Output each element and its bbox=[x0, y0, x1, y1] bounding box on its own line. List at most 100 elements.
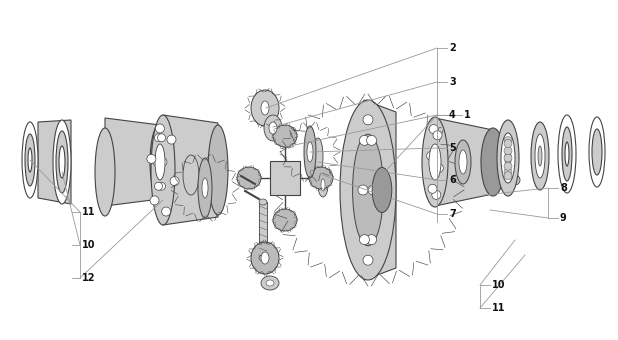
Ellipse shape bbox=[592, 129, 602, 175]
Circle shape bbox=[426, 151, 436, 160]
Ellipse shape bbox=[269, 122, 277, 134]
Ellipse shape bbox=[340, 100, 396, 280]
Ellipse shape bbox=[459, 150, 467, 174]
Text: 6: 6 bbox=[449, 175, 455, 185]
Ellipse shape bbox=[455, 140, 471, 184]
Ellipse shape bbox=[313, 138, 323, 174]
Ellipse shape bbox=[259, 255, 267, 261]
Circle shape bbox=[368, 185, 378, 195]
Polygon shape bbox=[38, 120, 71, 204]
Ellipse shape bbox=[198, 158, 212, 218]
Ellipse shape bbox=[505, 146, 511, 170]
Circle shape bbox=[360, 235, 370, 245]
Circle shape bbox=[154, 134, 163, 142]
Circle shape bbox=[432, 190, 441, 199]
Circle shape bbox=[504, 168, 512, 176]
Circle shape bbox=[158, 134, 166, 142]
Ellipse shape bbox=[353, 134, 383, 246]
Ellipse shape bbox=[429, 144, 441, 180]
Ellipse shape bbox=[531, 122, 549, 190]
Ellipse shape bbox=[95, 128, 115, 216]
Ellipse shape bbox=[151, 115, 175, 225]
Circle shape bbox=[159, 158, 167, 166]
Text: 4: 4 bbox=[449, 110, 455, 120]
Ellipse shape bbox=[56, 131, 68, 193]
Ellipse shape bbox=[565, 142, 569, 166]
Ellipse shape bbox=[22, 122, 38, 198]
Ellipse shape bbox=[237, 167, 261, 189]
Circle shape bbox=[363, 255, 373, 265]
Ellipse shape bbox=[155, 144, 165, 180]
Circle shape bbox=[510, 175, 520, 185]
Circle shape bbox=[504, 139, 512, 148]
Circle shape bbox=[150, 196, 159, 205]
Polygon shape bbox=[364, 100, 396, 280]
Ellipse shape bbox=[59, 146, 65, 178]
Ellipse shape bbox=[558, 115, 576, 193]
Ellipse shape bbox=[208, 125, 228, 215]
Ellipse shape bbox=[261, 252, 269, 264]
Text: 2: 2 bbox=[449, 43, 455, 53]
Circle shape bbox=[167, 135, 176, 144]
Ellipse shape bbox=[261, 276, 279, 290]
Circle shape bbox=[363, 115, 373, 125]
Circle shape bbox=[358, 185, 368, 195]
Ellipse shape bbox=[307, 142, 313, 162]
Ellipse shape bbox=[422, 117, 448, 207]
Circle shape bbox=[161, 207, 171, 216]
Ellipse shape bbox=[53, 120, 71, 204]
Polygon shape bbox=[105, 118, 160, 206]
Polygon shape bbox=[259, 202, 267, 258]
Ellipse shape bbox=[318, 173, 328, 197]
Text: 8: 8 bbox=[560, 183, 567, 193]
Text: 11: 11 bbox=[82, 207, 96, 217]
Ellipse shape bbox=[266, 280, 274, 286]
Circle shape bbox=[504, 162, 512, 170]
Text: 5: 5 bbox=[449, 143, 455, 153]
Ellipse shape bbox=[273, 209, 297, 231]
Ellipse shape bbox=[261, 101, 269, 115]
Circle shape bbox=[154, 182, 163, 190]
Text: 3: 3 bbox=[449, 77, 455, 87]
Text: 10: 10 bbox=[82, 240, 96, 250]
Circle shape bbox=[155, 124, 164, 133]
Text: 9: 9 bbox=[560, 213, 567, 223]
Circle shape bbox=[153, 158, 161, 166]
Ellipse shape bbox=[309, 167, 333, 189]
Circle shape bbox=[429, 125, 438, 134]
Circle shape bbox=[504, 172, 512, 180]
Ellipse shape bbox=[251, 242, 279, 274]
Circle shape bbox=[434, 164, 443, 173]
Circle shape bbox=[504, 154, 512, 162]
Circle shape bbox=[504, 137, 512, 144]
Ellipse shape bbox=[538, 146, 542, 166]
Ellipse shape bbox=[25, 134, 35, 186]
Ellipse shape bbox=[589, 117, 605, 187]
Ellipse shape bbox=[183, 155, 199, 195]
Ellipse shape bbox=[497, 120, 519, 196]
Ellipse shape bbox=[562, 127, 572, 181]
Ellipse shape bbox=[304, 126, 316, 178]
FancyBboxPatch shape bbox=[270, 161, 300, 195]
Circle shape bbox=[366, 135, 376, 146]
Circle shape bbox=[504, 147, 512, 155]
Ellipse shape bbox=[251, 90, 279, 126]
Ellipse shape bbox=[372, 168, 392, 212]
Ellipse shape bbox=[202, 178, 208, 198]
Ellipse shape bbox=[501, 133, 515, 183]
Polygon shape bbox=[163, 115, 218, 225]
Circle shape bbox=[366, 235, 376, 245]
Circle shape bbox=[360, 135, 370, 146]
Ellipse shape bbox=[481, 128, 505, 196]
Circle shape bbox=[433, 131, 442, 140]
Polygon shape bbox=[435, 118, 493, 206]
Circle shape bbox=[428, 184, 437, 193]
Text: 1: 1 bbox=[464, 110, 471, 120]
Circle shape bbox=[158, 182, 166, 190]
Text: 7: 7 bbox=[449, 209, 455, 219]
Circle shape bbox=[147, 154, 156, 164]
Ellipse shape bbox=[535, 134, 545, 178]
Text: 10: 10 bbox=[492, 280, 506, 290]
Ellipse shape bbox=[150, 124, 170, 200]
Text: 12: 12 bbox=[82, 273, 96, 283]
